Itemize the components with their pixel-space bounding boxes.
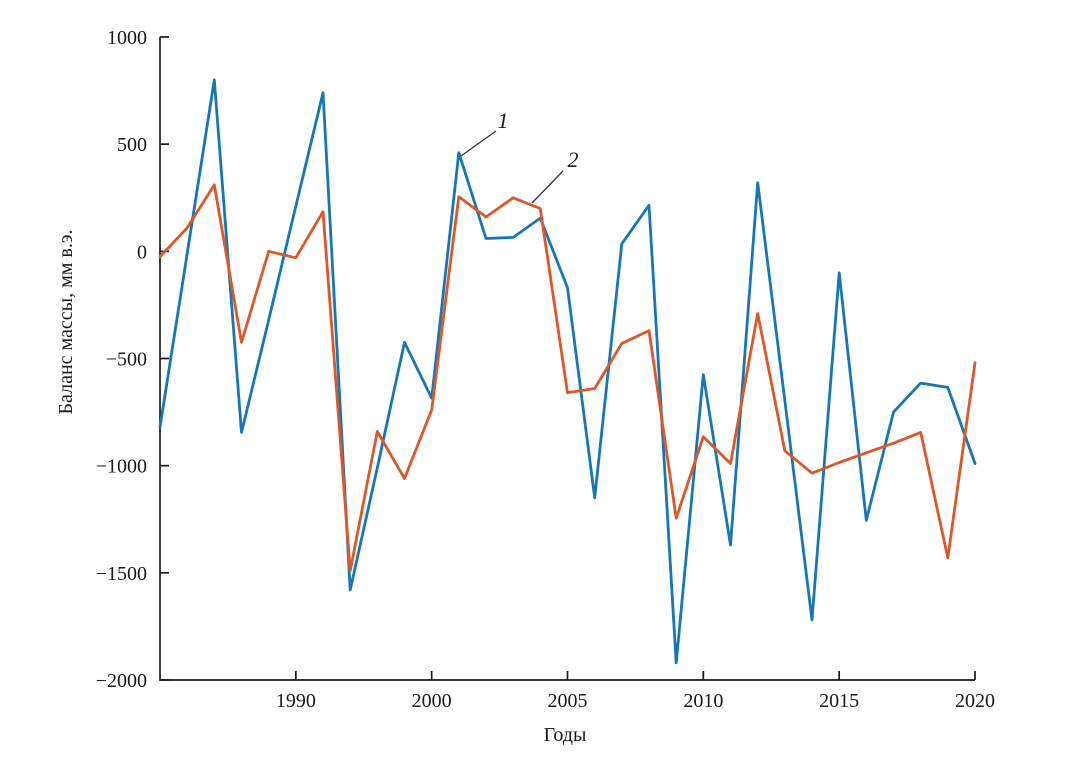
y-tick-label: −1000: [96, 456, 147, 478]
annotation-1-label: 1: [498, 108, 509, 133]
y-tick-label: −2000: [96, 670, 147, 692]
annotation-layer: 12: [460, 108, 579, 204]
x-tick-label: 1990: [276, 690, 316, 712]
x-tick-label: 2005: [548, 690, 588, 712]
axis-spines: [159, 37, 975, 681]
x-axis-title: Годы: [544, 724, 587, 746]
annotation-1-leader-line: [460, 130, 497, 157]
y-tick-label: −500: [106, 349, 147, 371]
annotation-2-label: 2: [568, 147, 579, 172]
y-tick-label: 500: [117, 134, 147, 156]
x-tick-label: 2010: [683, 690, 723, 712]
series-2-line: [158, 183, 977, 573]
y-tick-label: 0: [137, 241, 147, 263]
axes-layer: 1000 500 0 −500 −1000 −1500 −2000 1990 2000 2005 2…: [96, 27, 995, 712]
x-tick-label: 2000: [412, 690, 452, 712]
annotation-2-leader-line: [531, 170, 564, 204]
y-tick-label: 1000: [107, 27, 147, 49]
y-tick-label: −1500: [96, 563, 147, 585]
series-1-line: [158, 78, 977, 665]
series-layer: [158, 78, 977, 665]
y-axis-title: Баланс массы, мм в.э.: [55, 230, 77, 415]
x-tick-label: 2020: [955, 690, 995, 712]
x-tick-label: 2015: [819, 690, 859, 712]
